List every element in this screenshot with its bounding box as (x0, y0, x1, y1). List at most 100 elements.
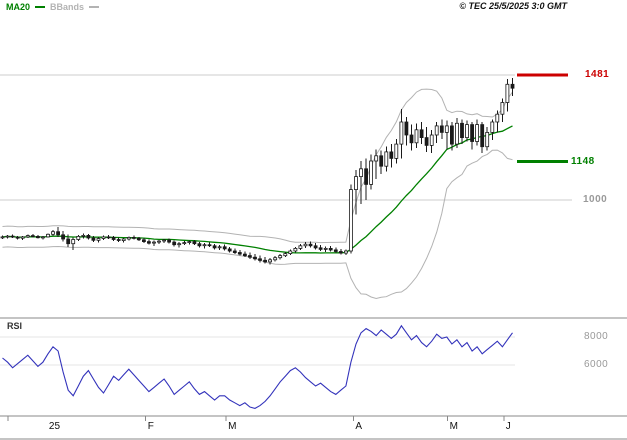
candle (404, 121, 409, 136)
candle (273, 257, 278, 261)
candle (510, 83, 515, 89)
candle (359, 168, 363, 178)
candle (328, 247, 333, 251)
candle (444, 125, 449, 133)
candle (197, 243, 202, 247)
candle (76, 235, 81, 240)
candle (136, 237, 141, 241)
candle (222, 246, 227, 250)
rsi-panel-title: RSI (7, 321, 23, 331)
bbands-line-swatch (89, 6, 100, 8)
candle (475, 124, 480, 142)
candle (131, 236, 136, 239)
candle (399, 121, 404, 145)
candle (460, 122, 464, 139)
candle (434, 125, 439, 136)
x-axis-label: F (147, 421, 154, 432)
candle (106, 236, 111, 239)
candle (490, 121, 495, 133)
candle (192, 241, 197, 245)
bollinger-lower-line (2, 149, 513, 300)
x-axis-label: 25 (48, 421, 61, 432)
candle (172, 241, 177, 246)
candle (187, 241, 192, 244)
candle (237, 252, 242, 255)
candle (283, 253, 288, 257)
candle (20, 236, 25, 239)
candle (263, 259, 268, 263)
candle (15, 236, 20, 239)
rsi-line (2, 324, 513, 409)
bollinger-upper-line (2, 88, 513, 244)
candle (0, 236, 5, 239)
candle (86, 234, 91, 239)
candle (424, 137, 429, 146)
candle (500, 102, 505, 115)
copyright-text: © TEC 25/5/2025 3:0 GMT (459, 1, 567, 11)
candle (232, 250, 237, 254)
candle (343, 250, 348, 254)
candle (495, 113, 500, 123)
candle (364, 168, 369, 185)
candle (414, 129, 419, 144)
candle (288, 250, 293, 254)
candle (207, 244, 212, 247)
candle (454, 122, 459, 145)
rsi-scale-80-label: 8000 (584, 331, 609, 342)
ma20-line-swatch (35, 6, 46, 8)
candle (449, 125, 454, 145)
indicator-legend: MA20 BBands (6, 2, 100, 12)
candle (177, 243, 182, 246)
candle (182, 242, 187, 245)
x-axis-label: A (355, 421, 363, 432)
candle (318, 247, 323, 250)
candle (217, 246, 222, 249)
candle (116, 239, 121, 241)
candle (323, 247, 328, 250)
candle (25, 235, 30, 238)
candle (465, 124, 469, 138)
candle (384, 151, 389, 167)
candle (429, 134, 434, 146)
candle (111, 236, 116, 240)
candle (333, 249, 338, 252)
candle (505, 83, 510, 103)
candle (258, 258, 262, 261)
candle (389, 151, 394, 159)
candle (157, 240, 161, 243)
candle (253, 256, 257, 260)
candle (66, 238, 71, 245)
candle (56, 231, 60, 236)
candle (308, 243, 313, 247)
bbands-legend-label: BBands (50, 2, 85, 12)
candle (152, 241, 156, 244)
candle (374, 155, 379, 162)
candle (96, 238, 101, 241)
candle (470, 124, 475, 142)
candle (162, 239, 167, 242)
candle (36, 235, 40, 239)
candle (268, 259, 273, 263)
candle (379, 155, 384, 167)
candle (30, 235, 35, 238)
candle (41, 236, 45, 239)
candle (419, 129, 424, 139)
x-axis-label: M (449, 421, 458, 432)
candle (480, 124, 485, 148)
support-price-label: 1148 (571, 155, 595, 167)
candle (485, 131, 490, 148)
candle (354, 176, 358, 191)
candle (10, 235, 15, 238)
candle (61, 234, 65, 240)
candle (242, 253, 247, 257)
candle (121, 238, 126, 242)
candle (298, 245, 303, 249)
x-axis-label: M (228, 421, 237, 432)
candle (439, 125, 444, 133)
candle (247, 255, 252, 258)
candle (303, 243, 308, 247)
rsi-scale-60-label: 6000 (584, 359, 609, 370)
candle (126, 236, 131, 240)
